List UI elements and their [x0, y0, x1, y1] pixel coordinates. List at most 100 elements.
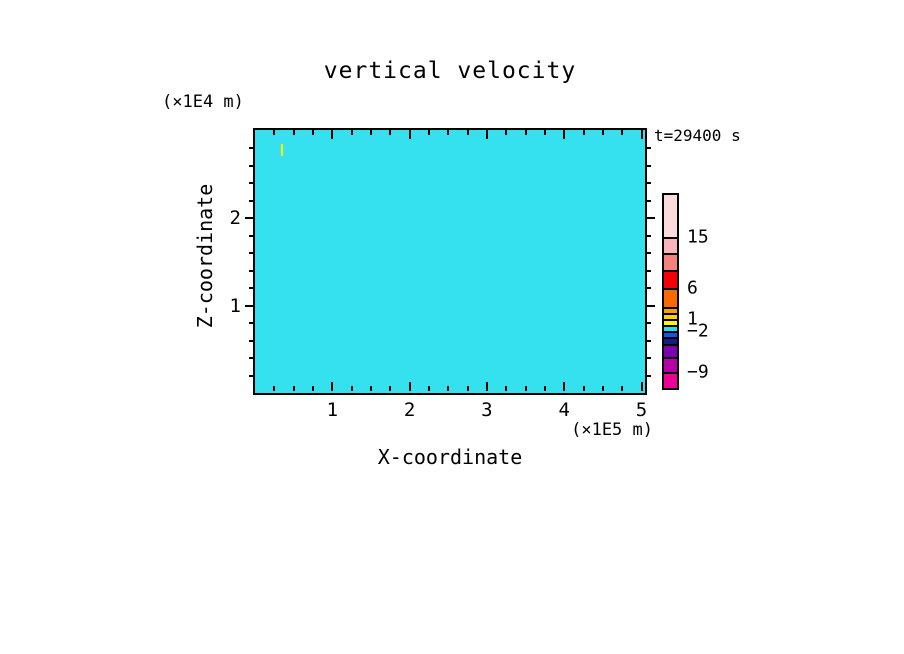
colorbar-segment — [664, 372, 677, 388]
x-minor-tick-top — [427, 130, 430, 135]
colorbar-level-label: −2 — [687, 320, 709, 342]
y-major-tick-right — [647, 304, 655, 307]
colorbar-level-label: 15 — [687, 226, 709, 248]
x-axis-unit-label: (×1E5 m) — [571, 420, 653, 440]
x-minor-tick-bottom — [292, 386, 295, 391]
colorbar-level-label: 6 — [687, 277, 698, 299]
x-minor-tick-bottom — [427, 386, 430, 391]
y-minor-tick-right — [647, 374, 651, 377]
colorbar-segment — [664, 288, 677, 307]
y-minor-tick-right — [647, 322, 651, 324]
plot-area — [253, 128, 647, 395]
y-major-tick-left — [245, 217, 253, 219]
x-minor-tick-bottom — [447, 386, 450, 391]
y-minor-tick-left — [249, 269, 253, 272]
x-tick-label: 1 — [326, 399, 339, 421]
x-minor-tick-bottom — [621, 386, 624, 391]
x-minor-tick-bottom — [369, 386, 372, 391]
x-minor-tick-bottom — [543, 386, 546, 391]
y-tick-label: 1 — [229, 294, 241, 317]
colorbar-segment — [664, 344, 677, 357]
x-minor-tick-top — [582, 130, 585, 135]
x-minor-tick-top — [543, 130, 546, 135]
colorbar-segment — [664, 331, 677, 337]
colorbar-segment — [664, 337, 677, 344]
y-minor-tick-right — [647, 164, 651, 167]
x-major-tick-top — [563, 130, 566, 139]
y-tick-label: 2 — [229, 207, 241, 229]
x-major-tick-bottom — [408, 382, 411, 391]
x-major-tick-top — [485, 130, 488, 139]
x-major-tick-bottom — [485, 382, 488, 391]
colorbar-segment — [664, 307, 677, 313]
colorbar-segment — [664, 237, 677, 253]
y-minor-tick-left — [249, 322, 253, 324]
x-minor-tick-top — [292, 130, 295, 135]
colorbar-segment — [664, 325, 677, 331]
y-minor-tick-right — [647, 182, 651, 184]
x-major-tick-top — [640, 130, 643, 139]
y-minor-tick-left — [249, 252, 253, 254]
colorbar-segment — [664, 270, 677, 288]
y-minor-tick-right — [647, 234, 651, 237]
x-major-tick-bottom — [563, 382, 566, 391]
x-minor-tick-bottom — [311, 386, 314, 391]
x-major-tick-bottom — [640, 382, 643, 391]
y-minor-tick-right — [647, 147, 651, 149]
x-major-tick-bottom — [331, 382, 334, 391]
x-minor-tick-bottom — [389, 386, 392, 391]
x-minor-tick-top — [369, 130, 372, 135]
colorbar-segment — [664, 357, 677, 372]
x-minor-tick-top — [601, 130, 604, 135]
x-minor-tick-top — [466, 130, 469, 135]
x-major-tick-top — [331, 130, 334, 139]
x-minor-tick-bottom — [582, 386, 585, 391]
x-minor-tick-bottom — [524, 386, 527, 391]
x-minor-tick-top — [505, 130, 508, 135]
y-minor-tick-left — [249, 357, 253, 359]
heatmap-canvas — [255, 130, 645, 393]
colorbar-segment — [664, 253, 677, 270]
x-axis-title: X-coordinate — [377, 445, 523, 469]
x-minor-tick-top — [389, 130, 392, 135]
y-major-tick-right — [647, 217, 655, 219]
x-tick-label: 2 — [403, 399, 416, 421]
colorbar-segment — [664, 319, 677, 325]
colorbar — [662, 193, 679, 390]
x-tick-label: 5 — [635, 399, 648, 421]
y-minor-tick-right — [647, 269, 651, 272]
colorbar-segment — [664, 195, 677, 237]
y-minor-tick-left — [249, 199, 253, 202]
x-minor-tick-bottom — [350, 386, 353, 391]
y-minor-tick-left — [249, 339, 253, 342]
y-minor-tick-right — [647, 199, 651, 202]
x-minor-tick-bottom — [466, 386, 469, 391]
x-minor-tick-top — [350, 130, 353, 135]
y-minor-tick-left — [249, 164, 253, 167]
y-minor-tick-left — [249, 374, 253, 377]
x-minor-tick-top — [447, 130, 450, 135]
x-minor-tick-bottom — [505, 386, 508, 391]
x-major-tick-top — [408, 130, 411, 139]
x-minor-tick-top — [621, 130, 624, 135]
x-minor-tick-top — [524, 130, 527, 135]
x-minor-tick-bottom — [601, 386, 604, 391]
x-minor-tick-top — [273, 130, 276, 135]
y-minor-tick-left — [249, 234, 253, 237]
colorbar-level-label: 1 — [687, 308, 698, 330]
y-major-tick-left — [245, 304, 253, 307]
y-minor-tick-right — [647, 287, 651, 289]
chart-title: vertical velocity — [323, 58, 577, 84]
colorbar-level-label: −9 — [687, 361, 709, 383]
y-axis-unit-label: (×1E4 m) — [162, 92, 244, 112]
colorbar-segment — [664, 313, 677, 319]
y-minor-tick-right — [647, 252, 651, 254]
time-annotation: t=29400 s — [654, 126, 741, 145]
y-minor-tick-left — [249, 287, 253, 289]
y-minor-tick-left — [249, 147, 253, 149]
x-minor-tick-bottom — [273, 386, 276, 391]
x-minor-tick-top — [311, 130, 314, 135]
y-minor-tick-right — [647, 357, 651, 359]
y-minor-tick-left — [249, 182, 253, 184]
